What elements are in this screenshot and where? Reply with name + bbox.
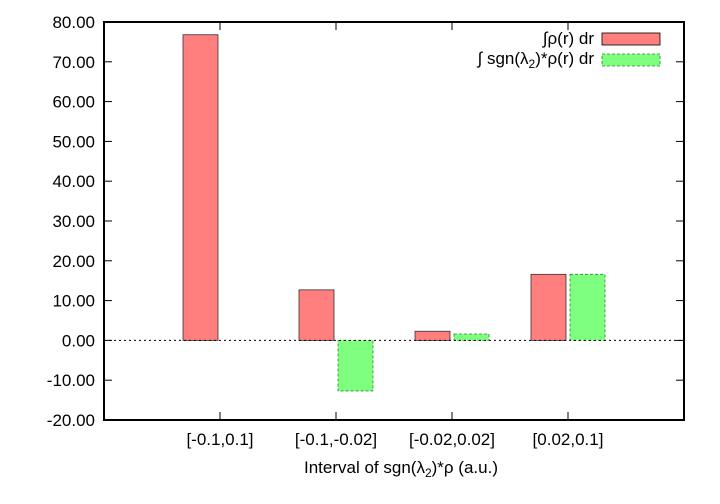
y-tick-label: 60.00 (52, 93, 95, 112)
y-tick-label: 10.00 (52, 292, 95, 311)
x-tick-label: [-0.02,0.02] (409, 430, 495, 449)
bar-series-2 (337, 339, 374, 392)
y-tick-label: 40.00 (52, 172, 95, 191)
y-tick-label: -20.00 (47, 411, 95, 430)
legend-label-series-2: ∫ sgn(λ2)*ρ(r) dr (477, 49, 595, 71)
y-axis: -20.00 -10.00 0.00 10.00 20.00 30.00 40.00 50.0… (47, 13, 684, 430)
x-axis: [-0.1,0.1] [-0.1,-0.02] [-0.02,0.02] [0.02,… (186, 22, 603, 449)
bar-series-1 (298, 289, 335, 341)
y-tick-label: 50.00 (52, 132, 95, 151)
bars-group (182, 34, 606, 392)
bar-series-1 (414, 330, 451, 341)
bar-series-1 (530, 273, 567, 341)
legend-label-series-1: ∫ρ(r) dr (542, 29, 594, 48)
legend-swatch-series-2 (601, 53, 661, 67)
x-axis-title: Interval of sgn(λ2)*ρ (a.u.) (304, 458, 498, 480)
x-tick-label: [-0.1,-0.02] (295, 430, 377, 449)
legend: ∫ρ(r) dr ∫ sgn(λ2)*ρ(r) dr (477, 29, 661, 71)
y-tick-label: 70.00 (52, 53, 95, 72)
bar-series-2 (453, 333, 490, 341)
x-tick-label: [-0.1,0.1] (186, 430, 253, 449)
bar-series-1 (182, 34, 219, 341)
y-tick-label: 80.00 (52, 13, 95, 32)
y-tick-label: 30.00 (52, 212, 95, 231)
legend-swatch-series-1 (601, 32, 661, 46)
bar-series-2 (569, 273, 606, 341)
y-tick-label: 0.00 (62, 331, 95, 350)
x-tick-label: [0.02,0.1] (533, 430, 604, 449)
y-tick-label: 20.00 (52, 252, 95, 271)
y-tick-label: -10.00 (47, 371, 95, 390)
